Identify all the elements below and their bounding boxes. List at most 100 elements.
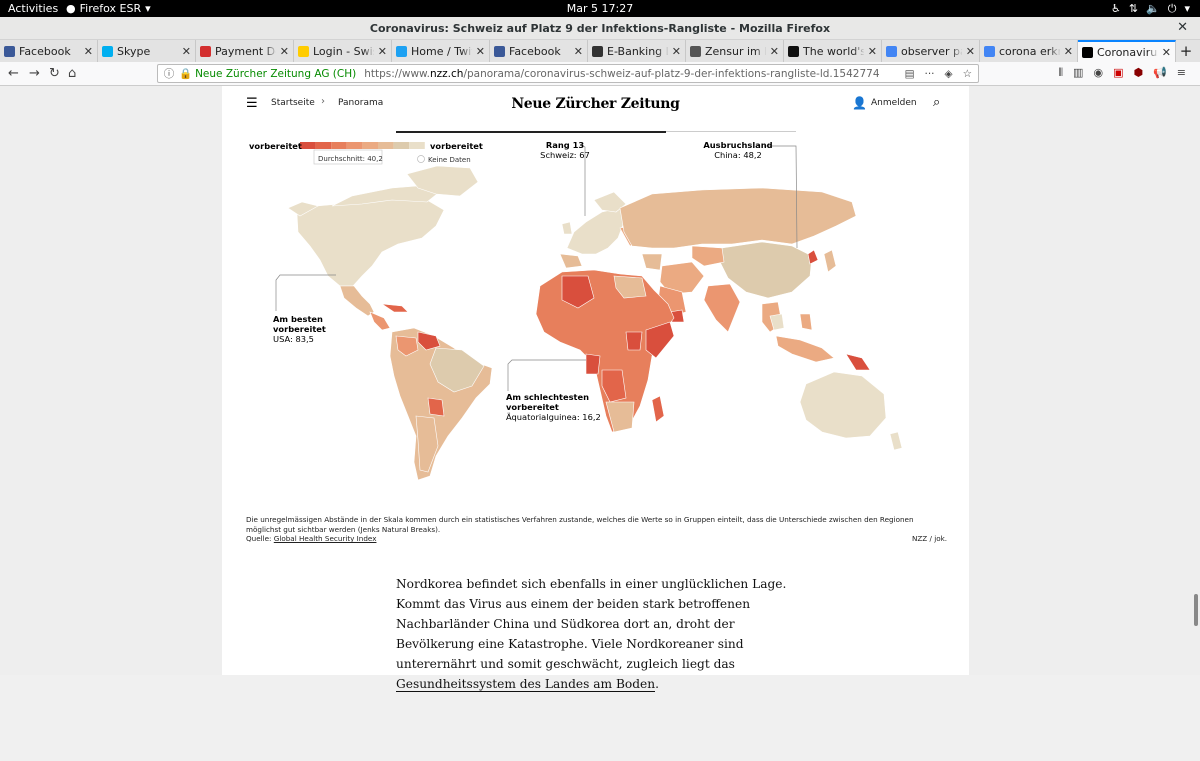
- bolivia-region: [427, 397, 445, 417]
- extension-icon[interactable]: ▣: [1113, 66, 1124, 79]
- window-close-button[interactable]: ✕: [1177, 20, 1188, 35]
- mexico-region: [339, 285, 375, 317]
- page-scrollbar[interactable]: [1191, 172, 1200, 761]
- tab-label: Coronavirus: S: [1097, 45, 1158, 59]
- sidebar-icon[interactable]: ▥: [1073, 66, 1084, 79]
- tab-8[interactable]: The world's lea✕: [784, 40, 882, 62]
- network-icon[interactable]: ⇅: [1128, 2, 1139, 15]
- africa: [535, 269, 675, 433]
- tab-close-icon[interactable]: ✕: [475, 44, 485, 58]
- tab-6[interactable]: E-Banking Log✕: [588, 40, 686, 62]
- back-button[interactable]: ←: [8, 66, 19, 81]
- reload-button[interactable]: ↻: [49, 66, 60, 81]
- app-menu[interactable]: ● Firefox ESR ▾: [66, 2, 151, 15]
- account-icon[interactable]: ◉: [1093, 66, 1104, 79]
- new-tab-button[interactable]: +: [1179, 42, 1193, 60]
- tab-10[interactable]: corona erkrank✕: [980, 40, 1078, 62]
- tab-close-icon[interactable]: ✕: [181, 44, 191, 58]
- reader-view-icon[interactable]: ▤: [904, 67, 915, 80]
- source-label: Quelle:: [246, 534, 272, 543]
- power-icon[interactable]: ⏻: [1167, 2, 1177, 15]
- url-text[interactable]: https://www.nzz.ch/panorama/coronavirus-…: [364, 68, 879, 80]
- url-path: /panorama/coronavirus-schweiz-auf-platz-…: [463, 67, 880, 80]
- login-link[interactable]: Anmelden: [871, 98, 917, 108]
- lock-icon[interactable]: 🔒: [179, 68, 193, 80]
- scrollbar-thumb[interactable]: [1194, 594, 1198, 626]
- usa-leader-line: [275, 274, 336, 311]
- pocket-icon[interactable]: ◈: [944, 67, 953, 80]
- tab-close-icon[interactable]: ✕: [573, 44, 583, 58]
- clock[interactable]: Mar 5 17:27: [566, 2, 634, 15]
- turkey-region: [641, 253, 663, 271]
- tab-11[interactable]: Coronavirus: S✕: [1078, 40, 1176, 62]
- search-icon[interactable]: ⌕: [933, 95, 941, 110]
- forward-button[interactable]: →: [29, 66, 40, 81]
- site-logo[interactable]: Neue Zürcher Zeitung: [511, 96, 680, 112]
- volume-icon[interactable]: 🔈: [1146, 2, 1160, 15]
- greenland-region: [406, 165, 479, 197]
- article-link[interactable]: Gesundheitssystem des Landes am Boden: [396, 677, 656, 692]
- tab-close-icon[interactable]: ✕: [671, 44, 681, 58]
- chevron-down-icon[interactable]: ▾: [1184, 2, 1190, 15]
- legend-scale: [300, 142, 425, 149]
- url-prefix: https://www.: [364, 67, 430, 80]
- tab-close-icon[interactable]: ✕: [1161, 45, 1171, 59]
- bookmark-star-icon[interactable]: ☆: [962, 67, 972, 80]
- tab-label: corona erkrank: [999, 44, 1060, 58]
- source-link[interactable]: Global Health Security Index: [273, 534, 377, 543]
- legend-swatch: [393, 142, 410, 149]
- accessibility-icon[interactable]: ♿: [1110, 2, 1121, 15]
- tab-close-icon[interactable]: ✕: [867, 44, 877, 58]
- megaphone-icon[interactable]: 📢: [1153, 66, 1167, 79]
- tab-3[interactable]: Login - Swiss P✕: [294, 40, 392, 62]
- ebanking-icon: [592, 45, 603, 57]
- tab-label: The world's lea: [803, 44, 864, 58]
- tab-5[interactable]: Facebook ✕: [490, 40, 588, 62]
- firefox-icon: ●: [66, 2, 76, 15]
- page-actions-button[interactable]: ···: [924, 67, 935, 80]
- info-icon[interactable]: ⓘ: [163, 68, 175, 80]
- tab-2[interactable]: Payment Decli✕: [196, 40, 294, 62]
- tab-close-icon[interactable]: ✕: [83, 44, 93, 58]
- user-icon[interactable]: 👤: [852, 96, 867, 110]
- github-icon: [788, 45, 799, 57]
- tab-close-icon[interactable]: ✕: [965, 44, 975, 58]
- hamburger-menu-icon[interactable]: ☰: [246, 96, 258, 111]
- tab-close-icon[interactable]: ✕: [769, 44, 779, 58]
- payment-icon: [200, 45, 211, 57]
- japan-region: [823, 249, 837, 273]
- activities-button[interactable]: Activities: [8, 2, 59, 15]
- map-source: Quelle: Global Health Security Index: [246, 534, 376, 543]
- tab-label: Skype: [117, 44, 151, 58]
- tab-7[interactable]: Zensur im Inte✕: [686, 40, 784, 62]
- site-identity[interactable]: Neue Zürcher Zeitung AG (CH): [195, 67, 357, 80]
- tab-0[interactable]: Facebook ✕: [0, 40, 98, 62]
- philippines-region: [799, 313, 813, 331]
- ublock-icon[interactable]: ⬢: [1133, 66, 1144, 79]
- legend-left-label: vorbereitet: [249, 141, 302, 151]
- library-icon[interactable]: ⫴: [1058, 66, 1064, 79]
- url-domain: nzz.ch: [430, 67, 464, 80]
- url-bar[interactable]: ⓘ 🔒 Neue Zürcher Zeitung AG (CH) https:/…: [157, 64, 979, 83]
- tab-close-icon[interactable]: ✕: [377, 44, 387, 58]
- breadcrumb-section[interactable]: Panorama: [338, 98, 384, 108]
- venezuela-region: [417, 331, 441, 351]
- tab-close-icon[interactable]: ✕: [1063, 44, 1073, 58]
- legend-swatch: [331, 142, 347, 149]
- usa-title-1: Am besten: [273, 314, 323, 324]
- page-viewport: ☰ Startseite › Panorama Neue Zürcher Zei…: [0, 86, 1200, 692]
- home-button[interactable]: ⌂: [68, 66, 77, 81]
- tab-4[interactable]: Home / Twitter✕: [392, 40, 490, 62]
- breadcrumb-home[interactable]: Startseite: [271, 98, 315, 108]
- menu-icon[interactable]: ≡: [1176, 66, 1186, 79]
- tab-1[interactable]: Skype ✕: [98, 40, 196, 62]
- uk-region: [561, 221, 573, 235]
- system-tray[interactable]: ♿ ⇅ 🔈 ⏻ ▾: [1111, 2, 1190, 16]
- tab-9[interactable]: observer patte✕: [882, 40, 980, 62]
- tab-strip: Facebook✕Skype✕Payment Decli✕Login - Swi…: [0, 40, 1200, 62]
- map-footnote: Die unregelmässigen Abstände in der Skal…: [246, 515, 914, 534]
- india-region: [703, 283, 741, 333]
- tab-close-icon[interactable]: ✕: [279, 44, 289, 58]
- article-card: ☰ Startseite › Panorama Neue Zürcher Zei…: [222, 86, 969, 692]
- legend-swatch: [362, 142, 378, 149]
